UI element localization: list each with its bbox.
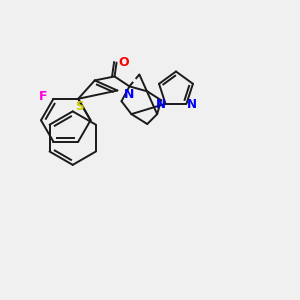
Text: O: O [118, 56, 129, 69]
Text: N: N [124, 88, 135, 101]
Text: N: N [155, 98, 166, 111]
Text: S: S [75, 100, 83, 113]
Text: N: N [186, 98, 197, 111]
Text: F: F [39, 90, 48, 103]
